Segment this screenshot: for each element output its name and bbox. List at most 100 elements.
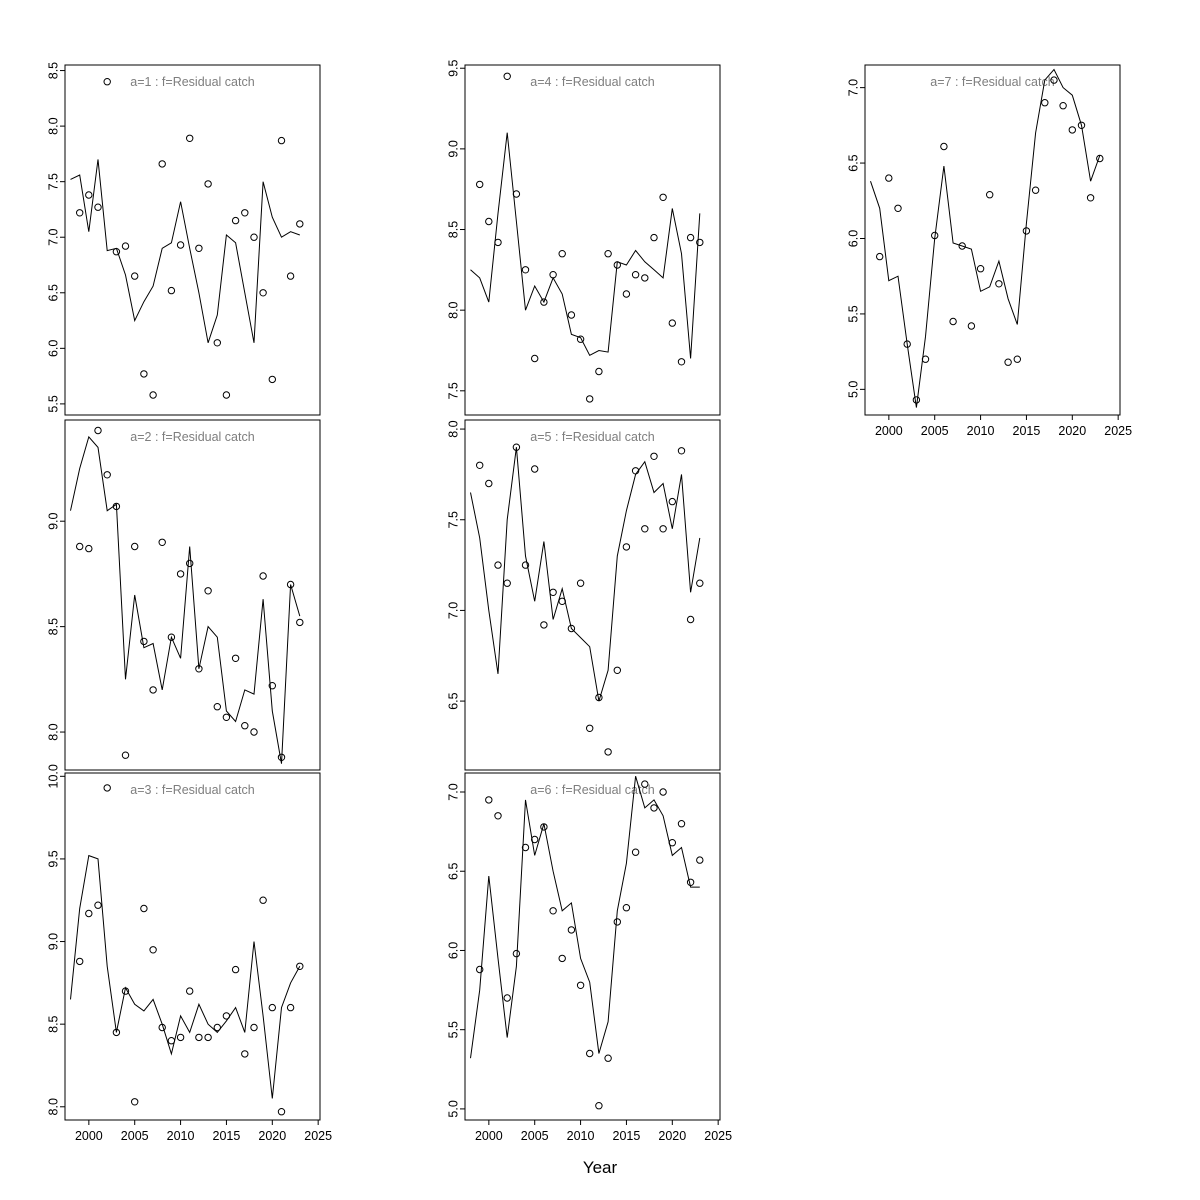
data-point xyxy=(567,624,576,633)
y-tick-label: 6.5 xyxy=(846,154,860,171)
data-point xyxy=(686,878,695,886)
x-tick-label: 2015 xyxy=(213,1129,241,1143)
y-tick-label: 5.0 xyxy=(846,381,860,398)
data-point xyxy=(222,391,231,399)
panel-title: a=5 : f=Residual catch xyxy=(530,430,654,444)
data-point xyxy=(521,561,530,569)
data-point xyxy=(485,479,493,488)
data-point xyxy=(286,272,295,280)
data-point xyxy=(296,618,304,627)
data-point xyxy=(167,633,176,641)
data-point xyxy=(286,1003,295,1012)
y-tick-label: 7.5 xyxy=(446,382,460,399)
data-point xyxy=(595,1102,603,1110)
data-point xyxy=(549,907,557,915)
data-point xyxy=(586,1049,594,1058)
data-point xyxy=(112,1028,121,1037)
plot-box xyxy=(464,64,721,416)
x-tick-label: 2000 xyxy=(475,1129,503,1143)
data-point xyxy=(967,322,976,330)
panel-title: a=2 : f=Residual catch xyxy=(130,430,254,444)
data-point xyxy=(1059,102,1067,110)
data-point xyxy=(641,274,649,282)
data-point xyxy=(485,796,493,804)
data-point xyxy=(1004,358,1012,366)
plot-box xyxy=(464,419,721,771)
data-point xyxy=(277,136,286,145)
plot-box xyxy=(864,64,1121,416)
data-point xyxy=(576,981,585,989)
y-tick-label: 6.0 xyxy=(46,340,60,357)
data-point xyxy=(912,396,921,404)
data-point xyxy=(268,1003,276,1012)
data-point xyxy=(595,367,603,376)
data-point xyxy=(231,965,240,974)
data-point xyxy=(195,244,203,253)
data-point xyxy=(1050,76,1058,84)
data-point xyxy=(167,286,176,295)
data-point xyxy=(213,703,222,711)
data-point xyxy=(103,471,111,479)
data-point xyxy=(140,904,148,913)
y-tick-label: 9.5 xyxy=(46,850,60,867)
data-point xyxy=(186,559,194,568)
data-point xyxy=(696,579,704,587)
x-tick-label: 2020 xyxy=(1058,424,1086,438)
y-tick-label: 5.0 xyxy=(446,1100,460,1117)
plot-box xyxy=(464,772,721,1121)
y-tick-label: 8.5 xyxy=(46,62,60,79)
data-point xyxy=(531,465,539,473)
data-point xyxy=(85,191,93,199)
data-point xyxy=(512,190,521,198)
data-point xyxy=(668,319,676,327)
data-point xyxy=(222,1012,231,1020)
data-point xyxy=(549,271,557,279)
data-point xyxy=(186,134,194,143)
data-point xyxy=(476,461,484,469)
data-point xyxy=(76,209,84,217)
data-point xyxy=(622,904,631,912)
panel-title: a=7 : f=Residual catch xyxy=(930,75,1054,89)
fit-line xyxy=(470,132,701,359)
data-point xyxy=(204,180,212,188)
x-tick-label: 2010 xyxy=(167,1129,195,1143)
data-point xyxy=(567,311,576,319)
data-point xyxy=(1031,186,1040,194)
x-axis-label: Year xyxy=(582,1158,618,1177)
panel-a6: 5.0 5.5 6.0 6.5 7.0 2000 2005 2010 2015 2020 2025 a… xyxy=(446,772,732,1143)
data-point xyxy=(1086,194,1095,202)
y-tick-label: 7.0 xyxy=(846,79,860,96)
data-point xyxy=(94,901,102,909)
x-tick-label: 2000 xyxy=(875,424,903,438)
data-point xyxy=(622,543,631,551)
data-point xyxy=(894,204,902,213)
y-tick-label: 8.5 xyxy=(446,221,460,238)
data-point xyxy=(241,722,249,730)
data-point xyxy=(76,957,84,966)
data-point xyxy=(494,812,502,820)
data-point xyxy=(158,160,166,168)
x-tick-label: 2025 xyxy=(304,1129,332,1143)
y-tick-label: 8.0 xyxy=(446,420,460,437)
data-point xyxy=(121,987,130,995)
data-point xyxy=(885,174,893,182)
data-point xyxy=(531,835,539,844)
data-point xyxy=(604,250,612,258)
data-point xyxy=(668,497,676,506)
data-point xyxy=(94,426,102,435)
x-tick-label: 2015 xyxy=(613,1129,641,1143)
data-point xyxy=(686,615,695,624)
x-tick-label: 2025 xyxy=(704,1129,732,1143)
data-point xyxy=(677,358,686,366)
data-point xyxy=(213,1023,222,1032)
x-tick-label: 2020 xyxy=(658,1129,686,1143)
fit-line xyxy=(70,159,300,343)
data-point xyxy=(503,994,511,1002)
data-point xyxy=(558,250,566,258)
data-point xyxy=(1077,121,1086,130)
data-point xyxy=(296,962,304,970)
data-point xyxy=(222,713,231,721)
data-point xyxy=(277,753,286,761)
